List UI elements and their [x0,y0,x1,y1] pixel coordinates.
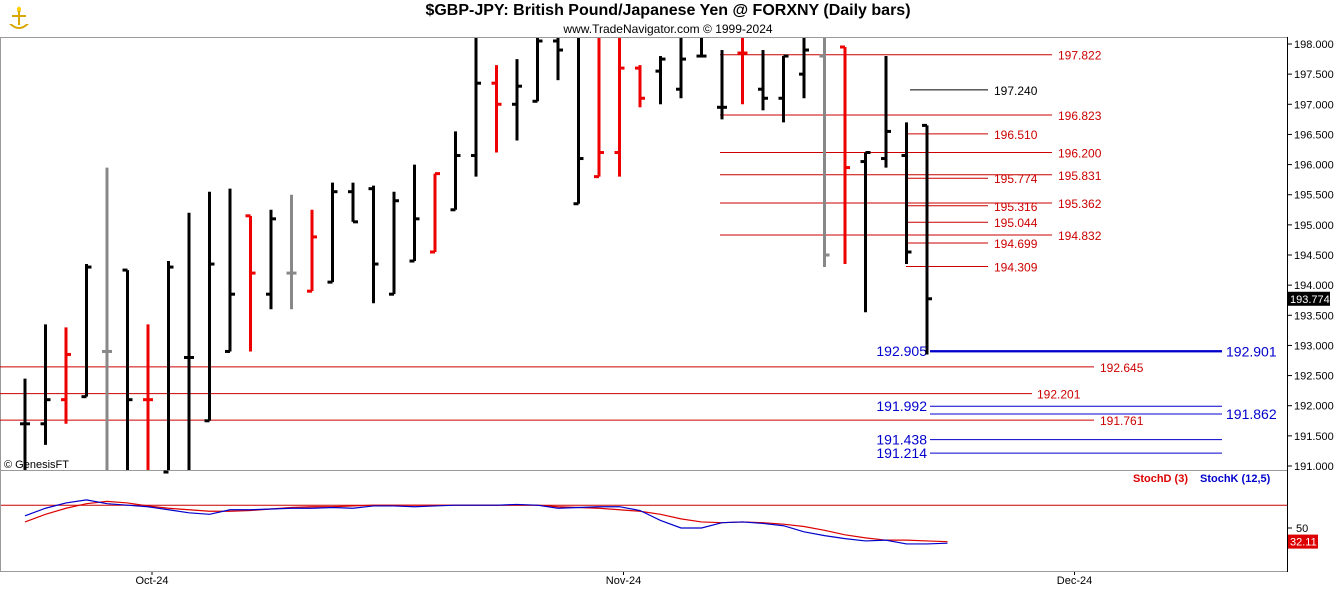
last-price-label: 193.774 [1290,294,1330,306]
price-axis-tick-label: 195.500 [1294,190,1334,202]
price-level-label: 191.761 [1100,414,1144,428]
stoch-last-value-tag [1288,534,1318,549]
price-level-label: 197.822 [1058,49,1102,63]
price-axis-tick-label: 192.500 [1294,371,1334,383]
date-axis-label: Dec-24 [1057,575,1092,587]
stochd-legend: StochD (3) [1133,473,1188,485]
price-axis-tick-label: 194.500 [1294,250,1334,262]
date-axis-label: Oct-24 [135,575,168,587]
stoch-last-value: 32.11 [1290,537,1317,549]
price-level-label: 195.774 [994,172,1038,186]
price-axis-tick-label: 196.000 [1294,160,1334,172]
price-level-label: 196.200 [1058,147,1102,161]
stoch-line [24,499,948,545]
date-axis: Oct-24 Nov-24 Dec-24 [135,572,1092,587]
last-price-tag [1288,291,1330,306]
price-level-label: 191.862 [1226,406,1277,422]
stoch-line [24,500,948,543]
price-bars [20,38,932,474]
price-level-label: 194.309 [994,261,1038,275]
stochastic-panel: 50 32.11 [1,499,1318,549]
copyright-label: © GenesisFT [4,459,69,471]
price-axis-tick-label: 191.000 [1294,461,1334,473]
price-panel-frame [0,37,1288,471]
price-level-label: 194.699 [994,237,1038,251]
date-axis-label: Nov-24 [606,575,641,587]
price-axis-tick-label: 197.500 [1294,69,1334,81]
price-levels: 197.822 197.240 196.823 196.510 196.200 195.8… [0,49,1277,461]
price-axis: 198.000 197.500 197.000 196.500 196.000 195.5… [1287,39,1334,473]
price-axis-tick-label: 198.000 [1294,39,1334,51]
price-axis-tick-label: 197.000 [1294,99,1334,111]
price-axis-tick-label: 192.000 [1294,401,1334,413]
price-level-label: 196.510 [994,128,1038,142]
price-level-label: 197.240 [994,84,1038,98]
price-level-label: 192.645 [1100,361,1144,375]
chart-title: $GBP-JPY: British Pound/Japanese Yen @ F… [425,2,911,19]
stoch-panel-frame [0,470,1288,572]
price-level-label: 195.316 [994,200,1038,214]
price-axis-tick-label: 195.000 [1294,220,1334,232]
stochk-legend: StochK (12,5) [1200,473,1271,485]
price-level-label: 195.044 [994,216,1038,230]
price-axis-tick-label: 193.500 [1294,310,1334,322]
price-axis-tick-label: 194.000 [1294,280,1334,292]
price-level-label: 195.831 [1058,169,1102,183]
price-level-label: 191.438 [876,432,927,448]
stoch-axis-tick-label: 50 [1296,523,1308,535]
price-level-label: 191.214 [876,445,927,461]
chart-subtitle: www.TradeNavigator.com © 1999-2024 [563,22,773,36]
price-axis-tick-label: 193.000 [1294,340,1334,352]
tradenavigator-logo-icon [4,4,34,34]
price-level-label: 192.201 [1037,388,1081,402]
price-level-label: 196.823 [1058,109,1102,123]
price-axis-tick-label: 196.500 [1294,129,1334,141]
price-axis-tick-label: 191.500 [1294,431,1334,443]
price-level-label: 191.992 [876,398,927,414]
price-level-label: 192.905 [876,343,927,359]
price-level-label: 195.362 [1058,197,1102,211]
price-level-label: 192.901 [1226,343,1277,359]
price-level-label: 194.832 [1058,229,1102,243]
